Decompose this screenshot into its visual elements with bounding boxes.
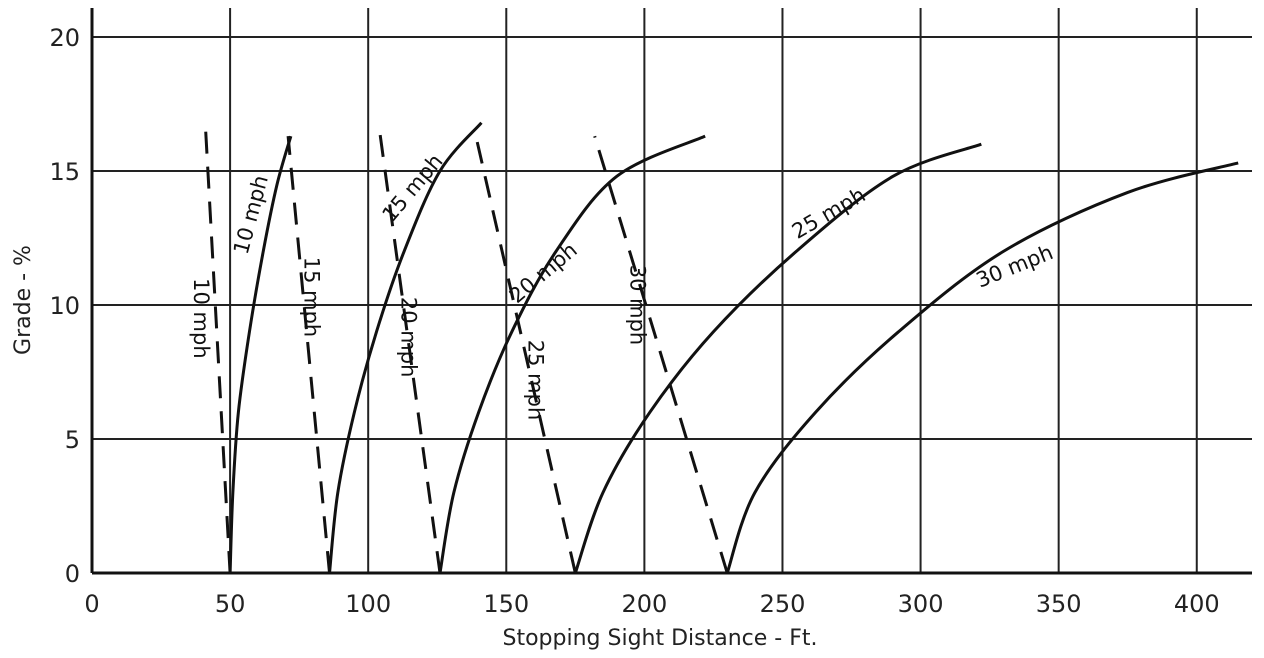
solid-curve-15-mph [328, 121, 483, 574]
x-axis-title: Stopping Sight Distance - Ft. [503, 626, 818, 651]
solid-curve-20-mph [438, 134, 706, 574]
series-label-30-mph-solid: 30 mph [973, 240, 1057, 292]
x-tick-label: 400 [1174, 590, 1220, 618]
solid-curve-30-mph [725, 161, 1239, 574]
series-layer [203, 121, 1239, 574]
dashed-curve-30-mph [593, 135, 729, 574]
x-tick-label: 50 [215, 590, 246, 618]
y-tick-label: 10 [49, 292, 80, 320]
dashed-curve-15-mph [286, 136, 332, 574]
x-tick-label: 200 [621, 590, 667, 618]
x-tick-label: 350 [1036, 590, 1082, 618]
series-label-10-mph-solid: 10 mph [229, 173, 273, 257]
series-label-15-mph-dashed: 15 mph [300, 257, 324, 338]
x-tick-label: 0 [84, 590, 99, 618]
dashed-curve-25-mph [474, 135, 577, 574]
axis-layer [90, 8, 1252, 575]
series-label-10-mph-dashed: 10 mph [189, 278, 213, 359]
x-tick-label: 150 [483, 590, 529, 618]
x-tick-label: 100 [345, 590, 391, 618]
series-label-20-mph-solid: 20 mph [505, 238, 582, 308]
y-tick-label: 0 [65, 560, 80, 588]
series-label-30-mph-dashed: 30 mph [626, 265, 650, 346]
y-tick-label: 5 [65, 426, 80, 454]
dashed-curve-10-mph [203, 122, 232, 574]
y-axis-title: Grade - % [11, 245, 36, 355]
dashed-curve-20-mph [377, 127, 442, 574]
y-tick-label: 15 [49, 158, 80, 186]
x-tick-label: 250 [760, 590, 806, 618]
series-label-25-mph-solid: 25 mph [788, 183, 870, 244]
solid-curve-10-mph [228, 135, 293, 574]
tick-label-layer: 0 50 100 150 200 250 300 350 400 0 5 10 15 20 [49, 24, 1219, 618]
solid-curve-25-mph [573, 142, 982, 574]
series-label-25-mph-dashed: 25 mph [523, 340, 547, 421]
series-label-20-mph-dashed: 20 mph [396, 297, 420, 378]
x-tick-label: 300 [898, 590, 944, 618]
grid-layer [92, 8, 1252, 573]
y-tick-label: 20 [49, 24, 80, 52]
